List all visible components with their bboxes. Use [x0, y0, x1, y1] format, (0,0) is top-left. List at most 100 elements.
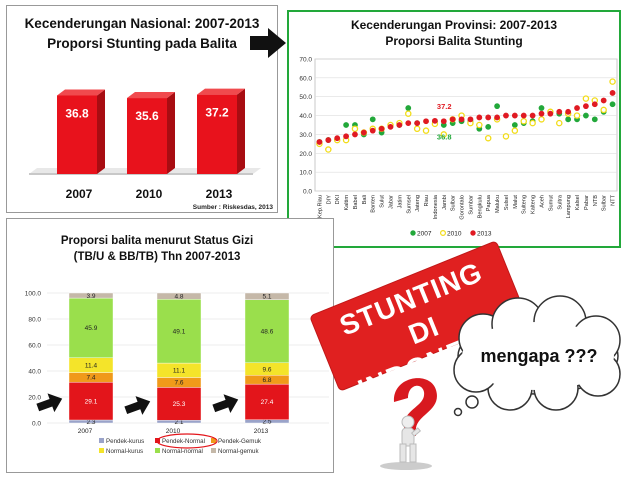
- x-tick-label: Indonesia: [433, 194, 439, 219]
- segment-value-label: 25.3: [173, 401, 186, 408]
- segment-value-label: 5.1: [262, 294, 271, 301]
- x-tick-label: Bengkulu: [477, 195, 483, 218]
- point-2010: [484, 134, 492, 142]
- x-tick-label: Sumbar: [468, 195, 474, 215]
- point-2013: [591, 101, 598, 108]
- point-2013: [343, 133, 349, 140]
- national-title-line2: Proporsi Stunting pada Balita: [47, 36, 237, 51]
- point-2013: [458, 116, 465, 123]
- legend-label: 2013: [477, 231, 492, 238]
- point-2010: [609, 78, 616, 85]
- point-2007: [511, 122, 518, 128]
- point-2013: [414, 120, 421, 127]
- x-tick-label: NTB: [593, 195, 599, 206]
- x-tick-label: 2007: [66, 187, 93, 201]
- bar-2010: [127, 98, 167, 174]
- segment-value-label: 4.8: [174, 293, 183, 300]
- point-2007: [565, 116, 572, 123]
- y-tick-label: 30.0: [299, 132, 312, 139]
- point-2013: [369, 127, 376, 134]
- point-2007: [494, 103, 500, 110]
- bar-top: [127, 92, 175, 99]
- point-2013: [440, 118, 447, 125]
- segment-value-label: 7.6: [174, 380, 183, 387]
- legend-highlight-circle: [156, 433, 218, 449]
- y-tick-label: 40.0: [299, 113, 312, 120]
- bar-side: [167, 92, 175, 174]
- x-tick-label: Sumsel: [406, 195, 412, 214]
- point-2013: [529, 112, 536, 119]
- bar-top: [57, 89, 105, 96]
- bar-side: [237, 88, 245, 174]
- point-2010: [600, 106, 607, 114]
- bar-side: [97, 89, 105, 174]
- bar-2007: [57, 95, 97, 174]
- point-2010: [502, 133, 510, 140]
- x-tick-label: Kalteng: [531, 195, 537, 214]
- province-trend-panel: Kecenderungan Provinsi: 2007-2013 Propor…: [287, 10, 621, 248]
- segment-value-label: 48.6: [261, 329, 274, 336]
- y-tick-label: 60.0: [28, 343, 41, 350]
- legend-swatch: [99, 448, 104, 453]
- point-2013: [538, 110, 545, 117]
- segment-value-label: 3.9: [86, 293, 95, 300]
- x-tick-label: Jateng: [415, 195, 421, 212]
- x-tick-label: 2013: [206, 187, 233, 201]
- point-2010: [582, 95, 590, 102]
- segment-value-label: 2.1: [174, 419, 183, 426]
- point-2013: [405, 120, 412, 127]
- x-tick-label: 2010: [136, 187, 163, 201]
- point-2010: [405, 110, 412, 117]
- y-tick-label: 0.0: [32, 421, 41, 428]
- point-2010: [325, 146, 332, 153]
- right-arrow-icon: [250, 28, 286, 58]
- legend-swatch: [211, 438, 216, 443]
- x-tick-label: Pabar: [584, 195, 590, 210]
- y-tick-label: 0.0: [303, 189, 312, 196]
- point-2007: [591, 116, 598, 123]
- segment-value-label: 2.3: [86, 419, 95, 426]
- x-tick-label: Riau: [424, 195, 430, 207]
- y-tick-label: 60.0: [299, 75, 312, 82]
- x-tick-label: NTT: [611, 194, 617, 205]
- point-2010: [351, 125, 359, 133]
- status-stacked-chart: 0.0 20.0 40.0 60.0 80.0 100.0 2.3 29.1 7.4 11.4 45…: [25, 291, 329, 455]
- bar-2013: [197, 94, 237, 174]
- x-tick-label: Sulsel: [504, 195, 510, 210]
- point-2007: [538, 105, 545, 111]
- x-tick-label: Jabar: [389, 195, 395, 209]
- province-title-line1: Kecenderungan Provinsi: 2007-2013: [350, 18, 558, 32]
- point-2013: [520, 112, 527, 119]
- segment-Normal-gemuk: [68, 292, 114, 299]
- legend-swatch: [211, 448, 216, 453]
- pointer-arrow-icon: [36, 393, 63, 413]
- segment-value-label: 2.5: [262, 419, 271, 426]
- y-tick-label: 50.0: [299, 94, 312, 101]
- x-tick-label: Sulbar: [451, 195, 457, 211]
- x-tick-label: Sultra: [557, 194, 563, 210]
- thought-text: mengapa ???: [480, 346, 598, 366]
- bar-top: [197, 88, 245, 95]
- x-tick-label: Sumut: [548, 195, 554, 212]
- point-2013: [325, 137, 332, 143]
- legend-label: 2007: [417, 231, 432, 238]
- point-2013: [494, 114, 500, 121]
- national-bar-chart: 36.8 2007 35.6 2010 37.2 2013: [29, 88, 261, 201]
- point-2013: [449, 116, 456, 123]
- x-tick-label: Sulut: [380, 195, 386, 208]
- point-2013: [316, 139, 323, 145]
- legend-label: Pendek-Normal: [162, 438, 205, 445]
- x-tick-label: Maluku: [495, 195, 501, 213]
- point-2013: [352, 131, 358, 138]
- thought-cloud-icon: [453, 295, 621, 417]
- point-2010: [440, 131, 448, 138]
- x-tick-label: 2013: [254, 428, 269, 435]
- point-2013: [378, 125, 385, 132]
- x-tick-label: Jambi: [442, 195, 448, 210]
- segment-Normal-gemuk: [244, 292, 290, 300]
- legend-label: Pendek-kurus: [106, 438, 144, 445]
- point-2013: [583, 103, 589, 110]
- point-2007: [609, 101, 616, 108]
- segment-value-label: 45.9: [85, 325, 98, 332]
